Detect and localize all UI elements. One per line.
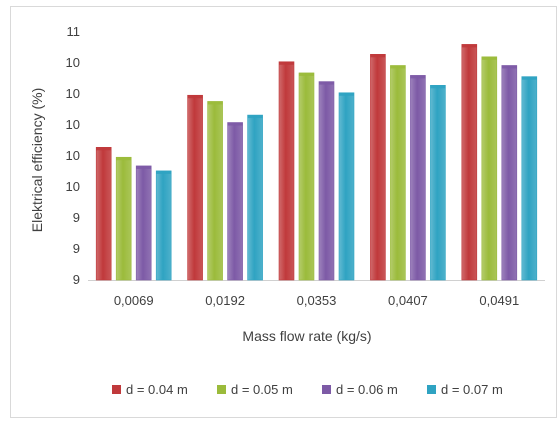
legend-swatch [322, 385, 331, 394]
y-axis-title: Elektrical efficiency (%) [29, 88, 45, 232]
bar [521, 76, 538, 281]
bar [390, 65, 406, 281]
bar [227, 122, 243, 281]
bar [207, 101, 223, 281]
legend-label: d = 0.06 m [336, 382, 398, 397]
bar [318, 81, 335, 281]
bar [278, 61, 295, 281]
x-tick-label: 0,0192 [205, 293, 245, 308]
bar-cap [461, 44, 477, 48]
bar [115, 156, 132, 281]
bar-cap [96, 147, 112, 151]
legend-label: d = 0.04 m [126, 382, 188, 397]
y-tick-label: 10 [66, 117, 80, 132]
legend-label: d = 0.05 m [231, 382, 293, 397]
bar-cap [187, 95, 203, 99]
legend-label: d = 0.07 m [441, 382, 503, 397]
bar [187, 94, 203, 281]
y-tick-label: 9 [73, 272, 80, 287]
y-tick-label: 10 [66, 179, 80, 194]
y-tick-label: 10 [66, 55, 80, 70]
bar-cap [319, 81, 334, 85]
x-tick-label: 0,0069 [114, 293, 154, 308]
bar [247, 114, 263, 281]
bar [95, 147, 112, 281]
bar [481, 56, 498, 281]
bar [430, 85, 446, 281]
bar-cap [410, 75, 426, 79]
bar-cap [156, 170, 172, 174]
bar-cap [481, 56, 497, 60]
bar-cap [430, 85, 446, 89]
bar-cap [390, 65, 406, 69]
bar-cap [207, 101, 223, 105]
y-tick-label: 10 [66, 148, 80, 163]
bar [410, 75, 426, 281]
bar-cap [279, 61, 294, 65]
bar [135, 165, 152, 281]
y-tick-label: 9 [73, 210, 80, 225]
bar-cap [299, 72, 314, 76]
bar-cap [370, 54, 386, 58]
x-axis-title: Mass flow rate (kg/s) [242, 328, 371, 344]
bar-cap [136, 165, 152, 169]
bar [461, 44, 478, 281]
bar-cap [247, 115, 263, 119]
bar-cap [501, 65, 517, 69]
bar [338, 92, 355, 281]
bar [155, 170, 172, 281]
bar-cap [339, 92, 354, 96]
legend-swatch [112, 385, 121, 394]
legend-swatch [427, 385, 436, 394]
bar [298, 72, 315, 281]
x-tick-label: 0,0407 [388, 293, 428, 308]
bar [501, 65, 518, 281]
bar [370, 54, 386, 281]
y-tick-label: 11 [67, 24, 81, 39]
bar-cap [227, 122, 243, 126]
bar-cap [116, 157, 132, 161]
legend-swatch [217, 385, 226, 394]
bar-cap [521, 76, 537, 80]
x-tick-label: 0,0353 [297, 293, 337, 308]
y-tick-label: 9 [73, 241, 80, 256]
y-tick-label: 10 [66, 86, 80, 101]
x-tick-label: 0,0491 [479, 293, 519, 308]
